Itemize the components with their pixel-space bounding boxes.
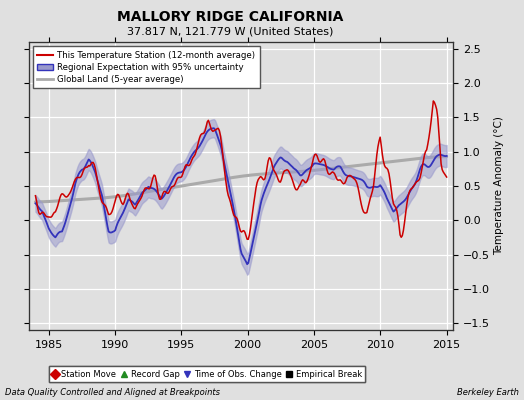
Legend: Station Move, Record Gap, Time of Obs. Change, Empirical Break: Station Move, Record Gap, Time of Obs. C… <box>49 366 365 382</box>
Text: Berkeley Earth: Berkeley Earth <box>457 388 519 397</box>
Text: 37.817 N, 121.779 W (United States): 37.817 N, 121.779 W (United States) <box>127 26 334 36</box>
Text: Data Quality Controlled and Aligned at Breakpoints: Data Quality Controlled and Aligned at B… <box>5 388 220 397</box>
Text: MALLORY RIDGE CALIFORNIA: MALLORY RIDGE CALIFORNIA <box>117 10 344 24</box>
Y-axis label: Temperature Anomaly (°C): Temperature Anomaly (°C) <box>494 116 504 256</box>
